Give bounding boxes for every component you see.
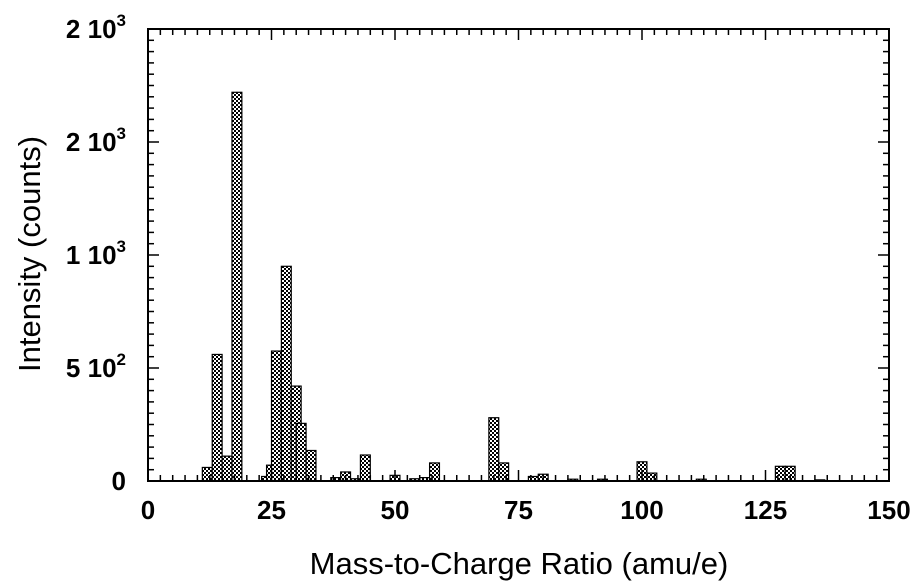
- y-tick-mantissa: 0: [112, 466, 126, 496]
- y-tick-exponent: 3: [117, 124, 126, 143]
- y-tick-label: 5 102: [66, 350, 126, 383]
- bars-group: [201, 91, 826, 482]
- x-tick-label: 75: [504, 495, 533, 525]
- y-tick-mantissa: 1 10: [66, 240, 117, 270]
- histogram-bar-128: [774, 465, 786, 482]
- histogram-bar-16: [221, 455, 233, 482]
- histogram-bar-72: [498, 462, 510, 482]
- histogram-bar-14: [211, 353, 223, 482]
- x-tick-label: 50: [381, 495, 410, 525]
- x-tick-label: 25: [257, 495, 286, 525]
- histogram-bar-58: [428, 462, 441, 482]
- y-tick-exponent: 3: [117, 237, 126, 256]
- y-tick-mantissa: 2 10: [66, 127, 117, 157]
- histogram-bar-44: [359, 454, 371, 482]
- x-tick-label: 0: [141, 495, 155, 525]
- y-tick-label: 0: [112, 466, 126, 496]
- x-tick-labels: 0 25 50 75 100 125 150: [141, 495, 911, 525]
- plot-frame: [147, 28, 890, 482]
- y-tick-label: 2 103: [66, 11, 126, 44]
- y-tick-mantissa: 5 10: [66, 353, 117, 383]
- y-tick-label: 1 103: [66, 237, 126, 270]
- histogram-bar-18: [231, 91, 243, 482]
- histogram-bar-31: [295, 422, 307, 482]
- histogram-bar-28: [280, 265, 292, 482]
- x-axis-title: Mass-to-Charge Ratio (amu/e): [310, 546, 729, 581]
- y-tick-label: 2 103: [66, 124, 126, 157]
- y-tick-exponent: 2: [117, 350, 126, 369]
- histogram-bar-70: [488, 417, 500, 482]
- histogram-bar-12: [201, 466, 213, 482]
- x-tick-label: 100: [620, 495, 663, 525]
- histogram-bar-33: [305, 449, 317, 482]
- histogram-bar-26: [270, 350, 282, 482]
- axis-ticks: [147, 28, 890, 482]
- x-tick-label: 150: [867, 495, 910, 525]
- x-tick-label: 125: [744, 495, 787, 525]
- histogram-bar-102: [646, 472, 658, 482]
- y-tick-mantissa: 2 10: [66, 14, 117, 44]
- y-axis-title: Intensity (counts): [12, 136, 47, 372]
- y-tick-exponent: 3: [117, 11, 126, 30]
